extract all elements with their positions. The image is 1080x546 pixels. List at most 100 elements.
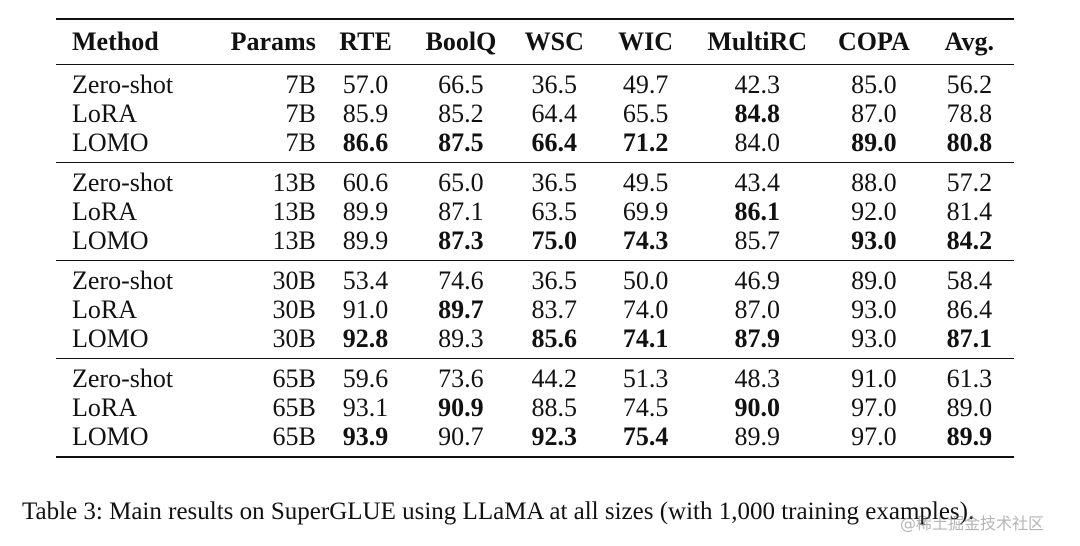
cell-avg: 87.1 [946, 324, 993, 353]
cell-multirc: 90.0 [734, 393, 780, 422]
header-rte: RTE [339, 27, 392, 56]
cell-multirc: 84.0 [734, 128, 780, 157]
table-caption: Table 3: Main results on SuperGLUE using… [22, 498, 975, 525]
cell-wic: 49.7 [622, 70, 669, 99]
cell-boolq: 73.6 [438, 364, 484, 393]
cell-params: 65B [272, 364, 316, 393]
header-wic: WIC [618, 27, 674, 56]
table-row: Zero-shot 13B 60.6 65.0 36.5 49.5 43.4 88.0 57.2 [56, 163, 1014, 198]
cell-boolq: 87.1 [438, 197, 484, 226]
cell-copa: 88.0 [851, 168, 897, 197]
cell-avg: 58.4 [946, 266, 993, 295]
cell-avg: 89.9 [946, 422, 993, 451]
cell-params: 13B [272, 197, 316, 226]
cell-method: LoRA [72, 295, 137, 324]
table-row: LOMO 65B 93.9 90.7 92.3 75.4 89.9 97.0 89.9 [56, 422, 1014, 457]
cell-params: 65B [272, 422, 316, 451]
cell-method: LoRA [72, 197, 137, 226]
cell-avg: 81.4 [946, 197, 993, 226]
cell-wsc: 36.5 [531, 168, 578, 197]
cell-copa: 93.0 [851, 226, 897, 255]
cell-params: 13B [272, 226, 316, 255]
table-row: LoRA 7B 85.9 85.2 64.4 65.5 84.8 87.0 78.8 [56, 99, 1014, 128]
cell-rte: 86.6 [342, 128, 389, 157]
cell-avg: 89.0 [946, 393, 993, 422]
cell-wic: 50.0 [622, 266, 669, 295]
cell-avg: 61.3 [946, 364, 993, 393]
cell-params: 13B [272, 168, 316, 197]
cell-copa: 91.0 [851, 364, 897, 393]
cell-wsc: 83.7 [531, 295, 578, 324]
cell-boolq: 90.7 [438, 422, 484, 451]
header-wsc: WSC [524, 27, 584, 56]
cell-boolq: 89.3 [438, 324, 484, 353]
table-row: Zero-shot 65B 59.6 73.6 44.2 51.3 48.3 91.0 61.3 [56, 359, 1014, 394]
cell-params: 30B [272, 295, 316, 324]
cell-multirc: 89.9 [734, 422, 780, 451]
cell-copa: 93.0 [851, 324, 897, 353]
row-group: Zero-shot 13B 60.6 65.0 36.5 49.5 43.4 88.0 57.2… [56, 163, 1014, 261]
cell-boolq: 65.0 [438, 168, 484, 197]
cell-multirc: 85.7 [734, 226, 780, 255]
cell-method: Zero-shot [72, 266, 174, 295]
cell-wic: 74.5 [622, 393, 669, 422]
cell-boolq: 85.2 [438, 99, 484, 128]
cell-rte: 89.9 [342, 197, 389, 226]
cell-multirc: 42.3 [734, 70, 780, 99]
header-copa: COPA [838, 27, 910, 56]
cell-wsc: 92.3 [531, 422, 578, 451]
watermark-text: @稀土掘金技术社区 [900, 514, 1045, 533]
cell-rte: 85.9 [342, 99, 389, 128]
cell-wsc: 36.5 [531, 266, 578, 295]
cell-multirc: 87.0 [734, 295, 780, 324]
table-row: Zero-shot 7B 57.0 66.5 36.5 49.7 42.3 85.0 56.2 [56, 65, 1014, 100]
cell-copa: 87.0 [851, 99, 897, 128]
cell-copa: 85.0 [851, 70, 897, 99]
table-row: LOMO 30B 92.8 89.3 85.6 74.1 87.9 93.0 87.1 [56, 324, 1014, 359]
cell-copa: 93.0 [851, 295, 897, 324]
cell-params: 30B [272, 266, 316, 295]
cell-params: 65B [272, 393, 316, 422]
table-row: LoRA 13B 89.9 87.1 63.5 69.9 86.1 92.0 81.4 [56, 197, 1014, 226]
cell-method: LOMO [72, 128, 149, 157]
cell-boolq: 87.5 [438, 128, 484, 157]
table-row: LoRA 30B 91.0 89.7 83.7 74.0 87.0 93.0 86.4 [56, 295, 1014, 324]
cell-method: Zero-shot [72, 70, 174, 99]
row-group: Zero-shot 65B 59.6 73.6 44.2 51.3 48.3 91.0 61.3… [56, 359, 1014, 457]
cell-rte: 60.6 [342, 168, 389, 197]
cell-wsc: 85.6 [531, 324, 578, 353]
cell-avg: 84.2 [946, 226, 993, 255]
cell-rte: 57.0 [342, 70, 389, 99]
cell-method: LOMO [72, 226, 149, 255]
cell-multirc: 84.8 [734, 99, 780, 128]
header-params: Params [230, 27, 316, 56]
header-avg: Avg. [944, 27, 994, 56]
cell-boolq: 90.9 [438, 393, 484, 422]
cell-method: LoRA [72, 393, 137, 422]
cell-copa: 97.0 [851, 422, 897, 451]
row-group: Zero-shot 7B 57.0 66.5 36.5 49.7 42.3 85.0 56.2 L… [56, 65, 1014, 163]
cell-wsc: 44.2 [531, 364, 578, 393]
cell-wic: 74.0 [622, 295, 669, 324]
cell-wic: 69.9 [622, 197, 669, 226]
cell-avg: 78.8 [946, 99, 993, 128]
cell-wic: 51.3 [622, 364, 669, 393]
cell-params: 30B [272, 324, 316, 353]
cell-wic: 75.4 [622, 422, 669, 451]
cell-rte: 89.9 [342, 226, 389, 255]
table-row: LoRA 65B 93.1 90.9 88.5 74.5 90.0 97.0 89.0 [56, 393, 1014, 422]
table-row: LOMO 13B 89.9 87.3 75.0 74.3 85.7 93.0 84.2 [56, 226, 1014, 261]
cell-rte: 93.1 [342, 393, 389, 422]
cell-wic: 49.5 [622, 168, 669, 197]
row-group: Zero-shot 30B 53.4 74.6 36.5 50.0 46.9 89.0 58.4… [56, 261, 1014, 359]
cell-multirc: 86.1 [734, 197, 780, 226]
cell-wsc: 75.0 [531, 226, 578, 255]
cell-avg: 56.2 [946, 70, 993, 99]
cell-params: 7B [285, 99, 316, 128]
cell-params: 7B [285, 70, 316, 99]
results-table: Method Params RTE BoolQ WSC WIC MultiRC … [56, 18, 1014, 458]
cell-wic: 74.3 [622, 226, 669, 255]
cell-method: LoRA [72, 99, 137, 128]
cell-wic: 74.1 [622, 324, 669, 353]
cell-rte: 53.4 [342, 266, 389, 295]
